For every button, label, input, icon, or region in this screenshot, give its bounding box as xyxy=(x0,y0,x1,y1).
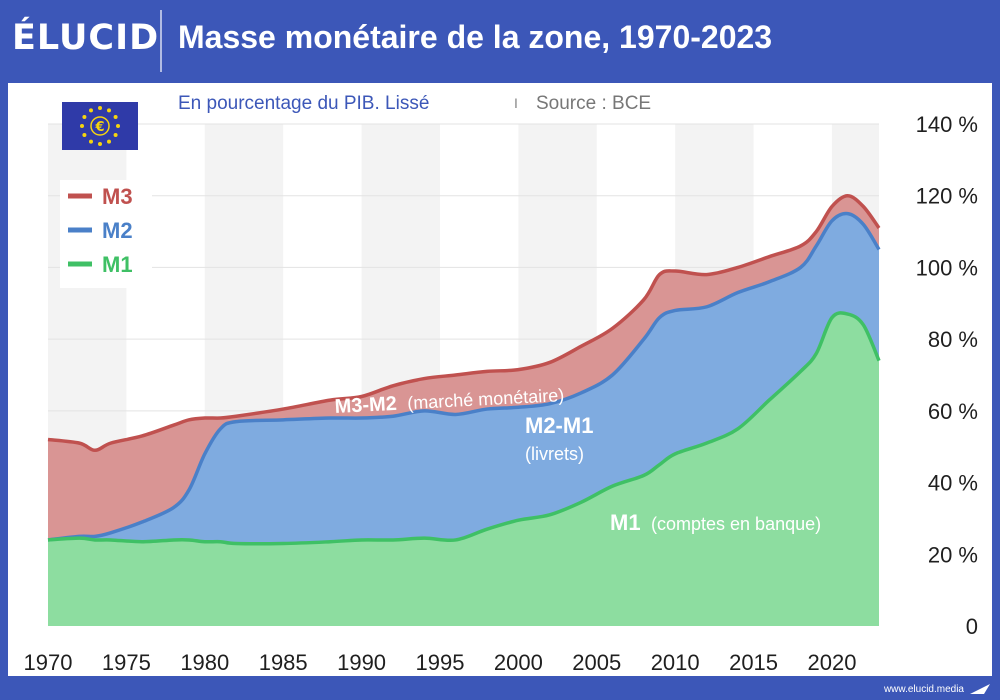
x-tick-label: 2010 xyxy=(651,650,700,675)
eu-flag-icon: € xyxy=(62,102,138,150)
y-tick-label: 140 % xyxy=(916,112,978,137)
m1-area xyxy=(48,312,879,626)
x-tick-label: 1970 xyxy=(24,650,73,675)
flag-star xyxy=(89,108,93,113)
chart-panel: 0 20 % 40 % 60 % 80 % 100 % 120 % 140 % 1970 197… xyxy=(8,83,992,676)
legend: M3 M2 M1 xyxy=(60,180,152,288)
y-tick-label: 0 xyxy=(966,614,978,639)
y-tick-label: 20 % xyxy=(928,542,978,567)
y-tick-label: 60 % xyxy=(928,399,978,424)
flag-star xyxy=(82,115,87,119)
brand-logo: ÉLUCID xyxy=(12,18,160,58)
x-tick-label: 1975 xyxy=(102,650,151,675)
svg-text:€: € xyxy=(94,120,104,135)
flag-star xyxy=(116,124,120,128)
y-tick-label: 100 % xyxy=(916,255,978,280)
flag-star xyxy=(82,133,87,137)
flag-star xyxy=(107,108,111,113)
annotation-m2-m1-text: (livrets) xyxy=(525,444,584,464)
annotation-m1: M1 (comptes en banque) xyxy=(610,510,821,535)
legend-label-m3: M3 xyxy=(102,184,133,209)
x-tick-label: 1990 xyxy=(337,650,386,675)
flag-star xyxy=(80,124,84,128)
y-axis-ticks: 0 20 % 40 % 60 % 80 % 100 % 120 % 140 % xyxy=(916,112,978,639)
x-tick-label: 1985 xyxy=(259,650,308,675)
annotation-m1-text: (comptes en banque) xyxy=(651,514,821,534)
x-tick-label: 2015 xyxy=(729,650,778,675)
x-tick-label: 2005 xyxy=(572,650,621,675)
x-tick-label: 1980 xyxy=(180,650,229,675)
header-bar: ÉLUCID Masse monétaire de la zone, 1970-… xyxy=(0,0,1000,80)
subtitle-separator: I xyxy=(514,95,518,111)
legend-label-m2: M2 xyxy=(102,218,133,243)
flag-star xyxy=(113,115,118,119)
m1-line xyxy=(47,311,881,546)
x-tick-label: 2020 xyxy=(807,650,856,675)
annotation-m3-m2-bold: M3-M2 xyxy=(334,393,397,418)
subtitle-source: Source : BCE xyxy=(536,93,651,114)
y-tick-label: 80 % xyxy=(928,327,978,352)
flag-star xyxy=(98,106,102,110)
y-tick-label: 120 % xyxy=(916,184,978,209)
chart-canvas: 020 %40 %60 %80 %100 %120 %140 % 1970 197… xyxy=(24,93,978,675)
annotation-m1-bold: M1 xyxy=(610,510,641,535)
flag-star xyxy=(113,133,118,137)
x-tick-label: 1995 xyxy=(416,650,465,675)
header-divider xyxy=(160,10,162,72)
footer-logo-icon xyxy=(970,684,990,694)
legend-label-m1: M1 xyxy=(102,252,133,277)
y-tick-label: 40 % xyxy=(928,471,978,496)
x-tick-label: 2000 xyxy=(494,650,543,675)
subtitle-main: En pourcentage du PIB. Lissé xyxy=(178,93,429,114)
annotation-m2-m1-bold: M2-M1 xyxy=(525,413,593,438)
footer-url: www.elucid.media xyxy=(883,684,964,695)
flag-star xyxy=(107,139,111,144)
flag-star xyxy=(89,139,93,144)
chart-title: Masse monétaire de la zone, 1970-2023 xyxy=(178,19,773,55)
x-axis-ticks: 1970 1975 1980 1985 1990 1995 2000 2005 2010 2015… xyxy=(24,650,857,675)
flag-star xyxy=(98,142,102,146)
m3-line xyxy=(47,193,881,453)
m2-line xyxy=(47,211,881,542)
